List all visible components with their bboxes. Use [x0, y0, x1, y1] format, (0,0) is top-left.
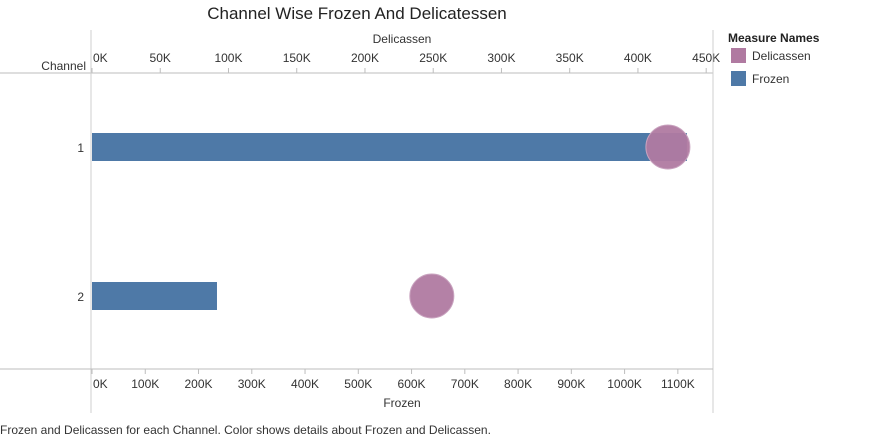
frozen-bars	[92, 133, 687, 310]
delicassen-circles	[409, 124, 691, 319]
legend-label: Frozen	[752, 72, 789, 86]
top-axis-ticks: 0K 50K 100K 150K 200K 250K 300K 350K 400K 450K	[91, 51, 720, 73]
channel-label: 2	[77, 290, 84, 304]
top-tick-label: 300K	[487, 51, 515, 65]
top-tick-label: 350K	[556, 51, 584, 65]
top-axis-title: Delicassen	[373, 32, 432, 46]
bottom-tick-label: 300K	[238, 377, 266, 391]
top-tick-label: 50K	[150, 51, 171, 65]
bottom-tick-label: 0K	[93, 377, 108, 391]
delicassen-circle	[409, 273, 455, 319]
legend: Delicassen Frozen	[731, 48, 811, 86]
legend-swatch	[731, 48, 746, 63]
frozen-bar	[92, 282, 217, 310]
row-labels: 12	[77, 141, 84, 304]
frozen-bar	[92, 133, 687, 161]
top-tick-label: 0K	[93, 51, 108, 65]
chart-title: Channel Wise Frozen And Delicatessen	[207, 4, 507, 23]
top-tick-label: 400K	[624, 51, 652, 65]
bottom-axis-ticks: 0K 100K 200K 300K 400K 500K 600K 700K 800K 900K 10…	[91, 369, 695, 391]
bottom-tick-label: 600K	[398, 377, 426, 391]
bottom-tick-label: 1000K	[607, 377, 642, 391]
top-tick-label: 100K	[214, 51, 242, 65]
bottom-tick-label: 700K	[451, 377, 479, 391]
bottom-tick-label: 100K	[131, 377, 159, 391]
row-header: Channel	[41, 59, 86, 73]
top-tick-label: 450K	[692, 51, 720, 65]
top-tick-label: 250K	[419, 51, 447, 65]
bottom-tick-label: 1100K	[661, 377, 695, 391]
bottom-tick-label: 400K	[291, 377, 319, 391]
bottom-tick-label: 800K	[504, 377, 532, 391]
bottom-tick-label: 200K	[185, 377, 213, 391]
legend-title: Measure Names	[728, 31, 820, 45]
bottom-tick-label: 500K	[344, 377, 372, 391]
bottom-axis-title: Frozen	[383, 396, 420, 410]
bottom-tick-label: 900K	[557, 377, 585, 391]
legend-swatch	[731, 71, 746, 86]
top-tick-label: 150K	[283, 51, 311, 65]
delicassen-circle	[645, 124, 691, 170]
legend-label: Delicassen	[752, 49, 811, 63]
chart-caption: Frozen and Delicassen for each Channel. …	[0, 423, 491, 437]
top-tick-label: 200K	[351, 51, 379, 65]
channel-label: 1	[77, 141, 84, 155]
